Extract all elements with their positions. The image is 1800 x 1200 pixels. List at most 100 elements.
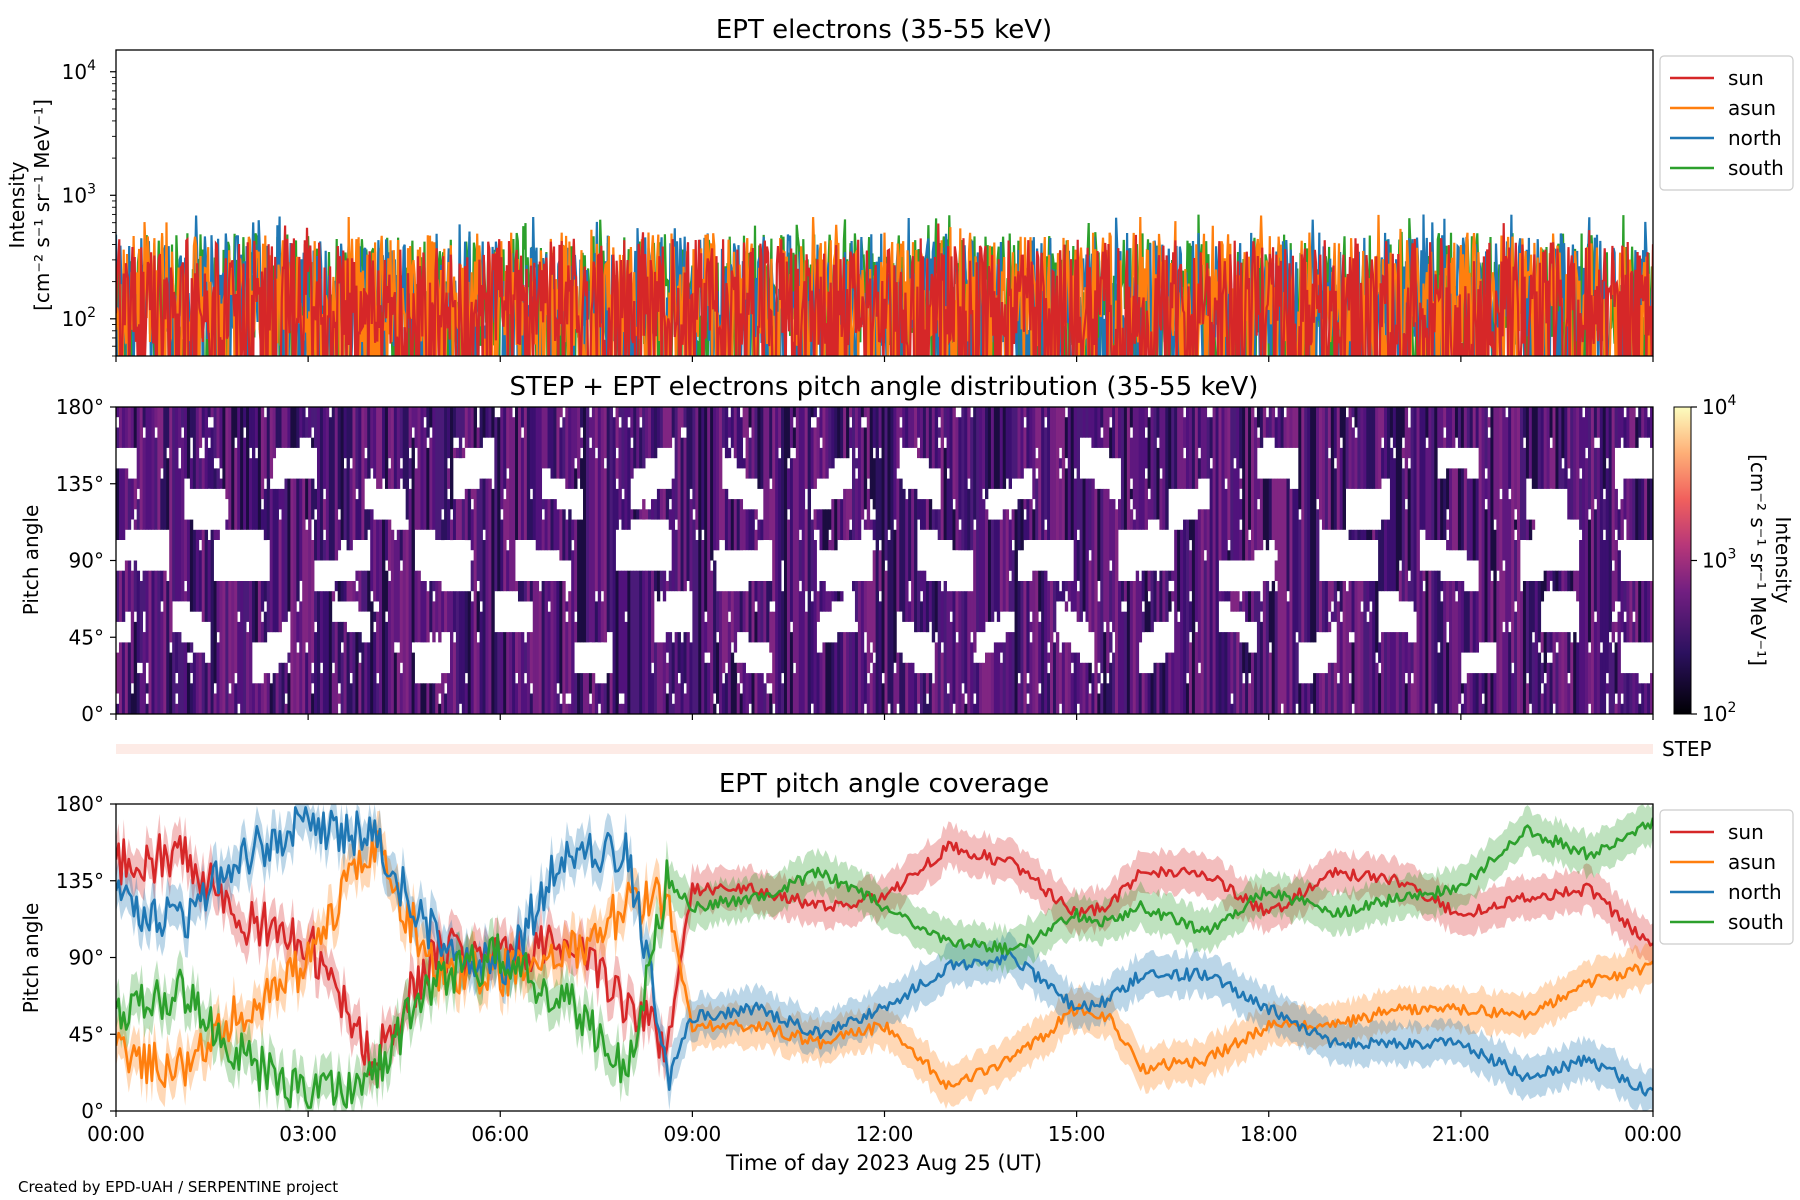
panel2-heat-cell — [600, 601, 605, 643]
panel2-heat-cell — [739, 499, 744, 551]
panel2-heat-cell — [976, 407, 980, 633]
panel2-heat-cell — [1218, 632, 1222, 714]
panel2-heat-cell — [476, 642, 480, 714]
panel2-heat-cell — [1484, 509, 1488, 643]
panel2-heat-cell — [308, 407, 312, 438]
panel2-heat-cell — [1419, 407, 1423, 530]
panel2-heat-cell — [189, 662, 194, 673]
panel2-heat-cell — [627, 570, 631, 714]
legend-box — [1659, 809, 1794, 945]
panel2-heat-cell — [961, 693, 965, 714]
panel2-heat-cell — [1132, 407, 1137, 510]
panel2-heat-cell — [905, 407, 909, 448]
panel2-heat-cell — [928, 499, 933, 530]
panel2-heat-cell — [1197, 458, 1202, 479]
panel2-heat-cell — [1440, 601, 1444, 714]
panel2-heat-cell — [1079, 478, 1083, 622]
panel2-heat-cell — [905, 662, 909, 714]
panel2-heat-cell — [1454, 581, 1459, 592]
panel3-ytick-label: 180° — [56, 792, 104, 816]
panel2-heat-cell — [408, 407, 412, 448]
panel2-heat-cell — [325, 407, 330, 561]
panel2-heat-cell — [429, 581, 433, 633]
panel2-heat-cell — [990, 652, 995, 714]
panel2-heat-cell — [1177, 529, 1181, 612]
panel2-heat-cell — [588, 447, 593, 643]
panel2-heat-cell — [1159, 662, 1163, 714]
panel2-heat-cell — [908, 407, 912, 448]
panel2-heat-cell — [1401, 632, 1406, 714]
panel2-heat-cell — [917, 570, 921, 633]
panel2-heat-cell — [1165, 407, 1169, 530]
panel2-heat-cell — [461, 499, 466, 540]
panel2-heat-cell — [653, 407, 658, 459]
panel2-heat-cell — [1032, 407, 1036, 500]
panel2-heat-cell — [251, 581, 256, 643]
panel2-heat-cell — [1398, 570, 1403, 602]
panel2-heat-cell — [1354, 407, 1358, 428]
panel2-heat-cell — [118, 468, 123, 540]
panel3-xtick-label: 18:00 — [1240, 1122, 1298, 1146]
panel2-heat-cell — [594, 458, 599, 592]
panel2-heat-cell — [370, 601, 374, 714]
panel2-heat-cell — [849, 427, 853, 448]
panel3-xtick-label: 15:00 — [1048, 1122, 1106, 1146]
panel2-heat-cell — [163, 570, 167, 714]
panel2-heat-cell — [240, 581, 244, 714]
panel2-x-ticks — [115, 714, 1654, 720]
panel2-heat-cell — [1351, 407, 1355, 418]
panel2-heat-cell — [866, 683, 871, 714]
panel2-heat-cell — [1363, 407, 1367, 489]
panel2-heat-cell — [541, 499, 545, 510]
panel2-heat-cell — [1008, 519, 1012, 571]
panel2-heat-cell — [263, 581, 268, 602]
panel2-heat-cell — [1567, 570, 1571, 592]
panel2-heat-cell — [1602, 407, 1607, 489]
panel2-heat-cell — [417, 407, 421, 530]
panel2-heat-cell — [328, 417, 333, 561]
panel2-heat-cell — [130, 478, 135, 520]
panel2-heat-cell — [1555, 652, 1559, 714]
panel2-heat-cell — [662, 642, 667, 714]
panel2-heat-cell — [689, 499, 693, 592]
panel2-heat-cell — [1283, 417, 1287, 448]
panel2-heat-cell — [1514, 519, 1518, 530]
panel2-heat-cell — [189, 683, 194, 714]
panel2-heat-cell — [999, 642, 1004, 653]
panel2-heat-cell — [287, 652, 291, 663]
panel2-heat-cell — [949, 407, 953, 540]
panel2-heat-cell — [1366, 407, 1370, 489]
panel2-heat-cell — [195, 652, 200, 714]
panel2-heat-cell — [618, 570, 622, 694]
panel2-heat-cell — [1268, 407, 1273, 438]
panel2-heat-cell — [1239, 499, 1243, 520]
panel2-heat-cell — [355, 499, 359, 540]
panel2-heat-cell — [911, 662, 915, 714]
panel2-ytick-label: 0° — [81, 702, 104, 726]
panel2-heat-cell — [1233, 591, 1237, 612]
panel2-heat-cell — [408, 488, 412, 714]
panel2-heat-cell — [825, 642, 829, 714]
panel2-heat-cell — [931, 407, 936, 469]
panel2-heat-cell — [952, 407, 956, 500]
panel2-heat-cell — [116, 468, 120, 540]
panel3-xlabel: Time of day 2023 Aug 25 (UT) — [725, 1151, 1042, 1175]
panel2-heat-cell — [949, 591, 953, 612]
panel2-heat-cell — [630, 570, 634, 714]
panel2-heat-cell — [393, 540, 398, 643]
panel2-heat-cell — [908, 601, 912, 622]
panel2-heat-cell — [1389, 632, 1394, 714]
panel3-uncertainty-bands — [116, 804, 1653, 1111]
panel2-heat-cell — [798, 407, 803, 530]
panel2-heat-cell — [710, 407, 714, 561]
panel2-heat-cell — [615, 407, 619, 448]
panel2-heat-cell — [727, 591, 732, 612]
panel2-heat-cell — [757, 519, 761, 541]
panel2-heat-cell — [186, 662, 191, 714]
panel2-heat-cell — [615, 488, 619, 530]
panel2-heat-cell — [763, 683, 767, 714]
